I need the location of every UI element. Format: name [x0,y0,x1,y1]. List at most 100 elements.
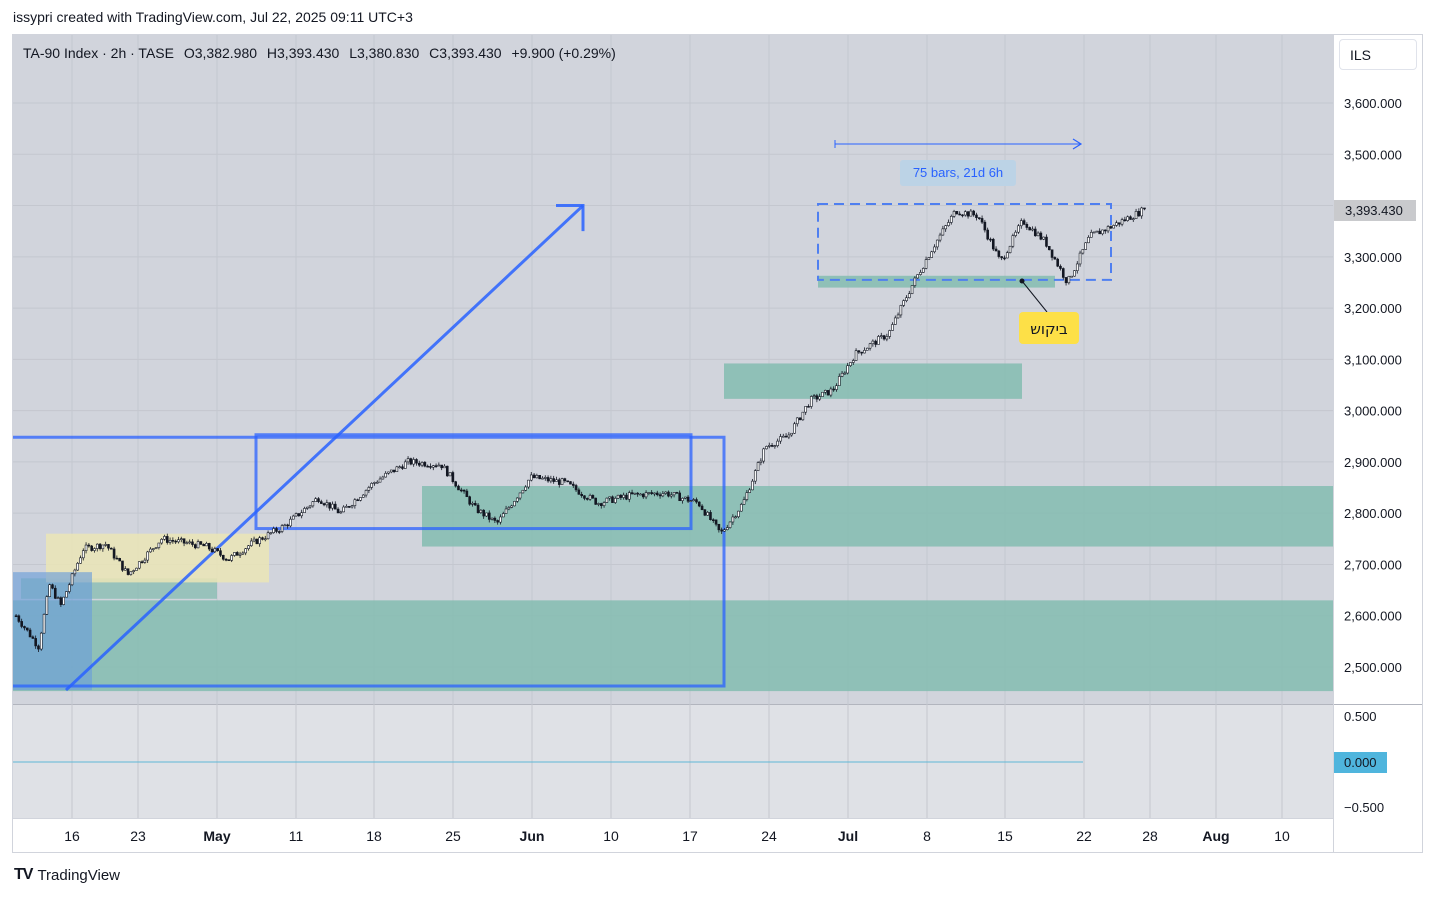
candle-body [1039,232,1043,240]
candle-body [289,518,292,527]
time-tick-label: 17 [682,828,698,844]
candle-body [681,497,684,501]
candle-body [1120,219,1124,225]
candle-body [728,521,732,528]
candle-body [753,470,757,482]
candle-body [521,489,525,494]
candle-body [171,540,175,542]
time-tick-label: 25 [445,828,461,844]
candle-body [23,626,26,629]
date-range-label-bg [900,160,1016,186]
candle-body [272,528,275,533]
candle-body [457,485,460,491]
candle-body [67,584,71,592]
candle-body [101,544,105,550]
candle-body [473,503,477,506]
candle-body [375,481,379,484]
candle-body [1025,224,1029,228]
candle-body [1033,228,1037,237]
candle-body [314,498,317,502]
candle-body [846,365,849,374]
candle-body [121,560,124,571]
footer-brand[interactable]: TV TradingView [14,866,120,884]
candle-body [779,436,782,442]
candle-body [294,513,298,517]
candle-body [1115,222,1118,226]
price-axis[interactable] [1333,35,1422,704]
candle-body [165,536,169,543]
candle-body [860,351,863,354]
demand-callout[interactable]: ביקוש [1019,278,1079,345]
candle-body [823,390,827,393]
candle-body [482,509,485,517]
candle-body [795,417,799,425]
candle-body [70,573,74,586]
candle-body [499,516,502,523]
candle-body [815,395,819,400]
price-tick-label: 3,100.000 [1344,352,1402,367]
candle-body [622,494,625,498]
candle-body [431,465,435,468]
last-price-label-bg [1334,200,1416,221]
trend-arrow-line [64,204,585,692]
candle-body [644,492,648,498]
candle-body [1112,225,1115,229]
candle-body [655,492,659,496]
candle-body [910,285,914,294]
candle-body [185,542,189,545]
candle-body [95,543,99,549]
legend-symbol[interactable]: TA-90 Index · 2h · TASE [23,45,174,61]
candle-body [933,246,936,253]
candle-body [387,471,390,474]
candle-body [140,561,144,563]
candle-body [938,234,942,241]
candle-body [277,531,281,533]
candle-body [1098,230,1101,235]
oscillator-tick-low: −0.500 [1344,800,1384,815]
candle-body [193,544,197,549]
candle-body [361,494,365,498]
candle-body [1070,275,1073,278]
time-tick-label: 24 [761,828,777,844]
candle-body [510,505,513,508]
candle-body [1028,227,1031,231]
candle-body [373,482,376,484]
currency-button[interactable]: ILS [1339,39,1417,70]
legend-low: L3,380.830 [349,45,420,61]
candle-body [627,492,631,500]
candle-body [459,489,463,492]
candle-body [787,434,791,438]
candle-body [695,499,698,503]
date-range-tool[interactable]: 75 bars, 21d 6h [834,138,1083,186]
time-axis[interactable] [13,818,1333,852]
price-tick-label: 2,900.000 [1344,455,1402,470]
candle-body [308,505,312,508]
candle-body [409,458,413,465]
candle-body [389,469,393,473]
candle-body [1134,211,1138,220]
candle-body [1140,207,1143,217]
series-legend[interactable]: TA-90 Index · 2h · TASE O3,382.980 H3,39… [23,45,622,61]
candle-body [574,485,578,491]
price-tick-label: 2,500.000 [1344,660,1402,675]
candle-body [104,544,107,546]
candle-body [1017,225,1020,233]
candle-body [921,268,925,273]
candle-body [468,496,471,505]
candle-body [263,538,267,541]
candle-body [14,615,18,618]
candle-body [48,584,51,597]
date-range-label: 75 bars, 21d 6h [913,165,1003,180]
candle-body [723,529,726,532]
candle-body [611,496,614,503]
candle-body [445,465,449,477]
candle-body [269,532,273,534]
candle-body [955,211,959,215]
candle-body [571,483,575,486]
price-tick-label: 2,600.000 [1344,609,1402,624]
candle-body [1095,230,1099,233]
candle-body [661,493,665,497]
candle-body [440,464,443,469]
candle-body [871,340,875,345]
